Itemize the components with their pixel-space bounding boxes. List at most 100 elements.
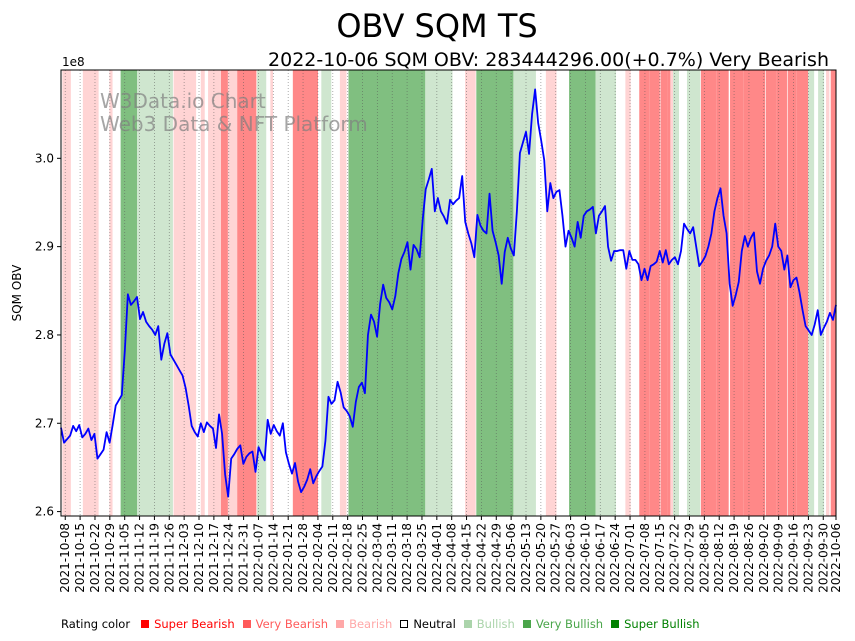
legend-label: Super Bullish (624, 617, 700, 631)
x-tick-label: 2022-08-26 (742, 523, 756, 593)
band-very_bullish (120, 70, 138, 516)
x-tick-label: 2021-11-05 (118, 523, 132, 593)
x-tick-label: 2022-10-06 (829, 523, 843, 593)
band-very_bearish (660, 70, 668, 516)
x-tick-label: 2022-02-11 (326, 523, 340, 593)
band-neutral (278, 70, 287, 516)
date-gridlines (64, 70, 837, 516)
x-tick-label: 2022-06-10 (578, 523, 592, 593)
legend-label: Bearish (349, 617, 393, 631)
band-very_bearish (220, 70, 228, 516)
band-very_bearish (292, 70, 319, 516)
y-tick-label: 2.6 (35, 505, 54, 519)
x-tick-label: 2022-09-16 (787, 523, 801, 593)
x-axis: 2021-10-08 2021-10-15 2021-10-22 2021-10-29… (58, 516, 843, 593)
band-bearish (465, 70, 476, 516)
legend-swatch (611, 620, 620, 628)
x-tick-label: 2022-02-25 (356, 523, 370, 593)
band-very_bearish (765, 70, 777, 516)
x-tick-label: 2022-09-09 (772, 523, 786, 593)
band-bearish (227, 70, 238, 516)
legend-label: Very Bullish (535, 617, 604, 631)
x-tick-label: 2021-12-24 (222, 523, 236, 593)
band-bearish (625, 70, 631, 516)
x-tick-label: 2021-10-08 (58, 523, 72, 593)
band-bullish (595, 70, 617, 516)
x-tick-label: 2022-03-25 (415, 523, 429, 593)
plot-frame (60, 69, 837, 517)
band-bullish (137, 70, 173, 516)
band-very_bearish (796, 70, 809, 516)
legend-swatch (463, 620, 472, 628)
legend-label: Super Bearish (154, 617, 235, 631)
rating-legend: Rating color Super Bearish Very Bearish Be… (61, 617, 708, 631)
band-bullish (321, 70, 332, 516)
x-tick-label: 2022-01-07 (251, 523, 265, 593)
band-neutral (266, 70, 269, 516)
band-bullish (425, 70, 453, 516)
band-very_bearish (649, 70, 660, 516)
band-bearish (173, 70, 197, 516)
y-multiplier-label: 1e8 (62, 55, 85, 69)
x-tick-label: 2022-05-27 (549, 523, 563, 593)
legend-item: Bearish (336, 617, 392, 631)
x-tick-label: 2022-07-29 (682, 523, 696, 593)
band-neutral (98, 70, 104, 516)
band-bullish (808, 70, 815, 516)
band-bearish (62, 70, 71, 516)
x-tick-label: 2022-09-30 (816, 523, 830, 593)
x-tick-label: 2022-07-08 (638, 523, 652, 593)
x-tick-label: 2022-07-15 (653, 523, 667, 593)
x-tick-label: 2021-11-12 (133, 523, 147, 593)
legend-item: Very Bullish (522, 617, 604, 631)
band-very_bullish (348, 70, 426, 516)
chart-subtitle: 2022-10-06 SQM OBV: 283444296.00(+0.7%) … (268, 49, 829, 71)
x-tick-label: 2021-12-03 (177, 523, 191, 593)
band-bullish (818, 70, 825, 516)
band-very_bearish (237, 70, 257, 516)
x-tick-label: 2022-09-23 (801, 523, 815, 593)
band-neutral (453, 70, 466, 516)
x-tick-label: 2021-12-31 (237, 523, 251, 593)
x-tick-label: 2022-05-20 (534, 523, 548, 593)
band-bearish (545, 70, 557, 516)
x-tick-label: 2022-04-08 (445, 523, 459, 593)
x-tick-label: 2022-03-18 (400, 523, 414, 593)
band-bearish (826, 70, 830, 516)
watermark-line-1: W3Data.io Chart (100, 89, 266, 113)
band-very_bearish (639, 70, 650, 516)
legend-label: Very Bearish (255, 617, 329, 631)
x-tick-label: 2022-04-15 (460, 523, 474, 593)
legend-item: Neutral (400, 617, 456, 631)
band-bullish (686, 70, 701, 516)
x-tick-label: 2021-12-10 (192, 523, 206, 593)
band-bullish (257, 70, 267, 516)
x-tick-label: 2022-01-21 (281, 523, 295, 593)
band-neutral (112, 70, 120, 516)
x-tick-label: 2022-08-19 (727, 523, 741, 593)
y-tick-label: 2.8 (35, 328, 54, 342)
x-tick-label: 2022-03-04 (370, 523, 384, 593)
x-tick-label: 2022-04-01 (430, 523, 444, 593)
band-very_bearish (830, 70, 836, 516)
band-very_bearish (667, 70, 671, 516)
band-very_bearish (787, 70, 797, 516)
x-tick-label: 2021-10-15 (73, 523, 87, 593)
legend-item: Very Bearish (242, 617, 329, 631)
band-neutral (70, 70, 76, 516)
legend-swatch (141, 620, 150, 628)
legend-swatch (400, 620, 409, 628)
band-very_bullish (476, 70, 514, 516)
x-tick-label: 2022-03-11 (385, 523, 399, 593)
legend-label: Neutral (413, 617, 456, 631)
watermark-line-2: Web3 Data & NFT Platform (100, 112, 368, 136)
band-bearish (339, 70, 347, 516)
legend-item: Super Bullish (611, 617, 700, 631)
obv-series-line (60, 88, 837, 498)
x-tick-label: 2022-06-17 (593, 523, 607, 593)
x-tick-label: 2021-10-29 (103, 523, 117, 593)
band-bearish (670, 70, 674, 516)
x-tick-label: 2022-08-12 (712, 523, 726, 593)
band-neutral (616, 70, 626, 516)
legend-item: Bullish (463, 617, 515, 631)
